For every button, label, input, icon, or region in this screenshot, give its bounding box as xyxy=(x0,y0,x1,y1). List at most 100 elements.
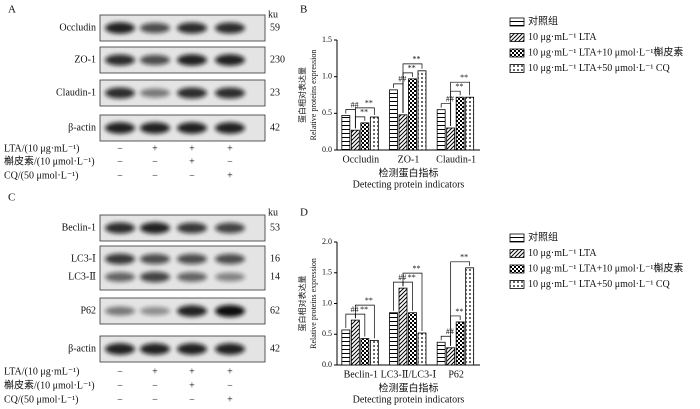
blot-band xyxy=(140,22,170,34)
x-tick-label: P62 xyxy=(448,369,464,380)
treatment-sign: − xyxy=(227,380,233,391)
panel-label: C xyxy=(8,192,15,204)
significance-label: ** xyxy=(365,99,373,108)
size-label: 42 xyxy=(270,122,280,133)
significance-label: ** xyxy=(360,108,368,117)
significance-label: ** xyxy=(408,64,416,73)
blot-band xyxy=(177,22,207,34)
blot-frame xyxy=(99,245,266,291)
significance-label: ** xyxy=(413,55,421,64)
x-axis-label: Detecting protein indicators xyxy=(353,179,465,190)
blot-band xyxy=(215,253,245,265)
treatment-sign: + xyxy=(227,143,233,154)
significance-label: ** xyxy=(460,253,468,262)
size-label: 62 xyxy=(270,305,280,316)
treatment-sign: − xyxy=(152,156,158,167)
legend-label: 对照组 xyxy=(528,230,558,243)
blot-band xyxy=(140,222,170,234)
protein-label: Occludin xyxy=(59,22,96,33)
bar xyxy=(417,332,427,366)
treatment-label: LTA/(10 μg·mL⁻¹) xyxy=(4,366,80,377)
protein-label: Beclin-1 xyxy=(62,222,96,233)
treatment-sign: − xyxy=(117,170,123,181)
blot-band xyxy=(140,253,170,265)
treatment-sign: − xyxy=(189,170,195,181)
protein-label: ZO-1 xyxy=(74,54,96,65)
panel-label: A xyxy=(8,4,16,16)
bar xyxy=(398,287,408,366)
treatment-sign: + xyxy=(227,366,233,377)
blot-band xyxy=(215,343,245,355)
x-axis-label: 检测蛋白指标 xyxy=(379,381,439,394)
blot-band xyxy=(177,305,207,317)
blot-band xyxy=(105,306,135,316)
significance-bracket xyxy=(450,261,471,346)
protein-label: LC3-Ⅱ xyxy=(68,271,96,282)
bar xyxy=(341,115,351,151)
size-label: 14 xyxy=(270,271,280,282)
significance-label: ** xyxy=(365,296,373,305)
bar xyxy=(369,339,379,366)
significance-bracket xyxy=(354,304,375,339)
bar xyxy=(408,312,417,366)
bar xyxy=(446,347,456,366)
treatment-label: 槲皮素/(10 μmol·L⁻¹) xyxy=(4,378,95,391)
treatment-sign: − xyxy=(152,380,158,391)
significance-label: ** xyxy=(360,305,368,314)
treatment-sign: + xyxy=(189,156,195,167)
blot-band xyxy=(177,253,207,265)
legend-swatch xyxy=(509,249,525,258)
x-axis-label: Detecting protein indicators xyxy=(353,394,465,405)
x-tick-label: Claudin-1 xyxy=(436,154,476,165)
treatment-sign: + xyxy=(227,170,233,181)
significance-bracket xyxy=(450,81,471,126)
significance-label: ## xyxy=(446,94,454,103)
y-tick-label: 1.0 xyxy=(322,298,332,307)
blot-band xyxy=(140,88,170,98)
legend-swatch xyxy=(509,280,525,289)
treatment-sign: + xyxy=(189,366,195,377)
treatment-sign: + xyxy=(227,394,233,405)
size-label: 23 xyxy=(270,87,280,98)
bar xyxy=(350,319,360,366)
y-tick-label: 0.0 xyxy=(322,360,332,369)
blot-band xyxy=(105,343,135,355)
y-tick-label: 0.5 xyxy=(322,329,332,338)
blot-band xyxy=(215,122,245,134)
bar xyxy=(360,338,370,366)
blot-band xyxy=(140,343,170,355)
legend-swatch xyxy=(509,264,525,274)
blot-band xyxy=(140,271,170,283)
y-axis-label: Relative proteins expression xyxy=(309,258,318,349)
size-label: 230 xyxy=(270,54,285,65)
blot-band xyxy=(105,54,135,66)
blot-band xyxy=(105,22,135,34)
treatment-sign: − xyxy=(117,394,123,405)
treatment-sign: + xyxy=(152,143,158,154)
x-tick-label: Beclin-1 xyxy=(344,369,378,380)
bar xyxy=(417,70,427,151)
significance-label: ** xyxy=(460,73,468,82)
blot-band xyxy=(177,272,207,282)
panel-label: D xyxy=(300,207,308,219)
blot-band xyxy=(215,87,245,99)
blot-band xyxy=(215,272,245,282)
bar xyxy=(436,341,446,366)
legend-swatch xyxy=(509,64,525,73)
panel-label: B xyxy=(300,4,307,16)
size-label: 42 xyxy=(270,343,280,354)
treatment-sign: − xyxy=(227,156,233,167)
y-tick-label: 2.0 xyxy=(322,237,332,246)
unit-label: ku xyxy=(268,9,278,20)
legend-swatch xyxy=(509,17,525,27)
treatment-label: 槲皮素/(10 μmol·L⁻¹) xyxy=(4,154,95,167)
blot-band xyxy=(140,122,170,134)
bar xyxy=(389,312,398,366)
significance-bracket xyxy=(354,107,375,129)
treatment-sign: − xyxy=(152,170,158,181)
bar xyxy=(408,78,417,151)
significance-label: ** xyxy=(413,264,421,273)
significance-label: ## xyxy=(398,273,406,282)
blot-band xyxy=(177,54,207,66)
